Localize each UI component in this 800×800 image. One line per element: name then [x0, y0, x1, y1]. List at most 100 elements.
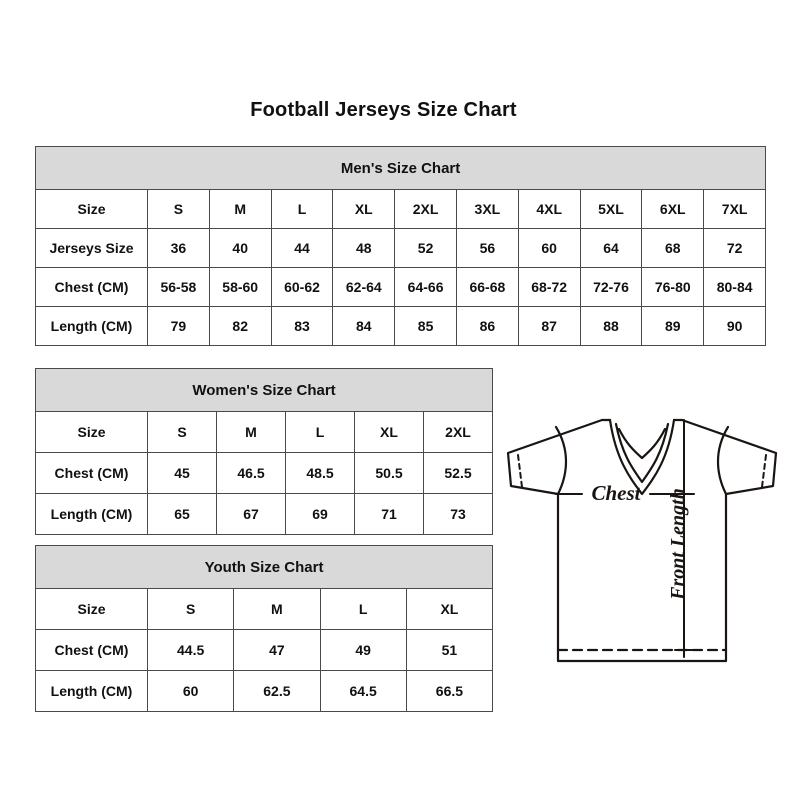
jersey-body-outline — [556, 492, 728, 663]
jersey-vneck-inner-1 — [614, 422, 670, 484]
mens-header-size: Size — [35, 189, 148, 229]
womens-cell-length-s: 65 — [147, 493, 217, 535]
womens-header-m: M — [216, 411, 286, 453]
youth-row-label-length: Length (CM) — [35, 670, 148, 712]
jersey-right-cuff-dashed — [761, 454, 767, 488]
womens-banner-title: Women's Size Chart — [34, 368, 494, 412]
mens-header-m: M — [208, 189, 272, 229]
page-title: Football Jerseys Size Chart — [250, 99, 517, 121]
mens-cell-jerseys-size-2xl: 52 — [394, 228, 457, 268]
table-row: Length (CM) 79 82 83 84 85 86 87 88 89 9… — [35, 306, 767, 346]
womens-header-xl: XL — [354, 411, 424, 453]
mens-size-chart-table: Men's Size Chart Size S M L XL 2XL 3XL 4… — [34, 146, 767, 346]
mens-cell-jerseys-size-5xl: 64 — [579, 228, 643, 268]
jersey-vneck-outer — [608, 418, 676, 496]
womens-header-l: L — [285, 411, 355, 453]
jersey-left-sleeve-outer — [506, 418, 604, 496]
mens-cell-length-m: 82 — [208, 306, 272, 346]
youth-banner-title: Youth Size Chart — [34, 545, 494, 589]
youth-size-chart-table: Youth Size Chart Size S M L XL Chest (CM… — [34, 545, 494, 712]
youth-cell-chest-l: 49 — [319, 629, 407, 671]
youth-cell-chest-m: 47 — [233, 629, 321, 671]
mens-header-3xl: 3XL — [455, 189, 519, 229]
mens-row-label-chest: Chest (CM) — [35, 267, 148, 307]
womens-size-chart-table: Women's Size Chart Size S M L XL 2XL Che… — [34, 368, 494, 535]
jersey-right-armhole-seam — [717, 425, 730, 496]
mens-cell-jerseys-size-m: 40 — [208, 228, 272, 268]
chest-measure-label: Chest — [591, 481, 641, 505]
table-row: Chest (CM) 56-58 58-60 60-62 62-64 64-66… — [35, 267, 767, 307]
mens-header-4xl: 4XL — [517, 189, 581, 229]
table-header-row: Size S M L XL 2XL 3XL 4XL 5XL 6XL 7XL — [35, 189, 767, 229]
mens-row-label-jerseys-size: Jerseys Size — [35, 228, 148, 268]
mens-header-xl: XL — [332, 189, 396, 229]
mens-cell-length-3xl: 86 — [455, 306, 519, 346]
mens-header-7xl: 7XL — [703, 189, 767, 229]
womens-cell-length-xl: 71 — [354, 493, 424, 535]
mens-row-label-length: Length (CM) — [35, 306, 148, 346]
table-row: Jerseys Size 36 40 44 48 52 56 60 64 68 … — [35, 228, 767, 268]
mens-cell-length-4xl: 87 — [517, 306, 581, 346]
table-row: Length (CM) 65 67 69 71 73 — [35, 493, 494, 535]
womens-cell-chest-s: 45 — [147, 452, 217, 494]
mens-cell-chest-7xl: 80-84 — [703, 267, 767, 307]
table-row: Length (CM) 60 62.5 64.5 66.5 — [35, 670, 494, 712]
youth-cell-length-l: 64.5 — [319, 670, 407, 712]
table-banner-row: Women's Size Chart — [34, 368, 494, 412]
mens-cell-length-l: 83 — [270, 306, 334, 346]
youth-header-m: M — [233, 588, 321, 630]
youth-cell-length-s: 60 — [146, 670, 235, 712]
womens-row-label-chest: Chest (CM) — [35, 452, 148, 494]
womens-header-size: Size — [35, 411, 148, 453]
womens-cell-chest-l: 48.5 — [285, 452, 355, 494]
youth-cell-length-xl: 66.5 — [405, 670, 494, 712]
youth-cell-chest-s: 44.5 — [146, 629, 235, 671]
youth-cell-length-m: 62.5 — [233, 670, 321, 712]
womens-row-label-length: Length (CM) — [35, 493, 148, 535]
womens-cell-length-2xl: 73 — [422, 493, 494, 535]
mens-cell-chest-m: 58-60 — [208, 267, 272, 307]
mens-cell-jerseys-size-l: 44 — [270, 228, 334, 268]
mens-header-l: L — [270, 189, 334, 229]
mens-cell-chest-5xl: 72-76 — [579, 267, 643, 307]
v-neck-jersey-measurement-diagram: Chest Front Length — [498, 398, 788, 690]
mens-cell-chest-s: 56-58 — [147, 267, 210, 307]
mens-cell-length-xl: 84 — [332, 306, 396, 346]
mens-cell-length-5xl: 88 — [579, 306, 643, 346]
jersey-vneck-inner-2 — [617, 427, 667, 460]
mens-cell-chest-6xl: 76-80 — [641, 267, 705, 307]
mens-cell-jerseys-size-6xl: 68 — [641, 228, 705, 268]
mens-header-s: S — [147, 189, 210, 229]
youth-header-xl: XL — [405, 588, 494, 630]
youth-cell-chest-xl: 51 — [405, 629, 494, 671]
womens-cell-chest-xl: 50.5 — [354, 452, 424, 494]
mens-cell-jerseys-size-7xl: 72 — [703, 228, 767, 268]
table-row: Chest (CM) 44.5 47 49 51 — [35, 629, 494, 671]
mens-header-6xl: 6XL — [641, 189, 705, 229]
mens-header-2xl: 2XL — [394, 189, 457, 229]
jersey-right-sleeve-outer — [680, 418, 778, 496]
jersey-left-armhole-seam — [554, 425, 567, 496]
table-banner-row: Men's Size Chart — [34, 146, 767, 190]
womens-cell-length-l: 69 — [285, 493, 355, 535]
jersey-left-cuff-dashed — [517, 454, 523, 488]
mens-cell-chest-3xl: 66-68 — [455, 267, 519, 307]
table-header-row: Size S M L XL — [35, 588, 494, 630]
mens-cell-chest-xl: 62-64 — [332, 267, 396, 307]
table-row: Chest (CM) 45 46.5 48.5 50.5 52.5 — [35, 452, 494, 494]
mens-cell-chest-2xl: 64-66 — [394, 267, 457, 307]
front-length-measure-label: Front Length — [667, 488, 689, 601]
mens-cell-length-2xl: 85 — [394, 306, 457, 346]
table-banner-row: Youth Size Chart — [34, 545, 494, 589]
mens-cell-jerseys-size-4xl: 60 — [517, 228, 581, 268]
table-header-row: Size S M L XL 2XL — [35, 411, 494, 453]
womens-header-s: S — [147, 411, 217, 453]
mens-cell-jerseys-size-s: 36 — [147, 228, 210, 268]
mens-cell-length-7xl: 90 — [703, 306, 767, 346]
mens-cell-length-6xl: 89 — [641, 306, 705, 346]
youth-header-size: Size — [35, 588, 148, 630]
youth-row-label-chest: Chest (CM) — [35, 629, 148, 671]
youth-header-l: L — [319, 588, 407, 630]
mens-cell-chest-l: 60-62 — [270, 267, 334, 307]
womens-header-2xl: 2XL — [422, 411, 494, 453]
